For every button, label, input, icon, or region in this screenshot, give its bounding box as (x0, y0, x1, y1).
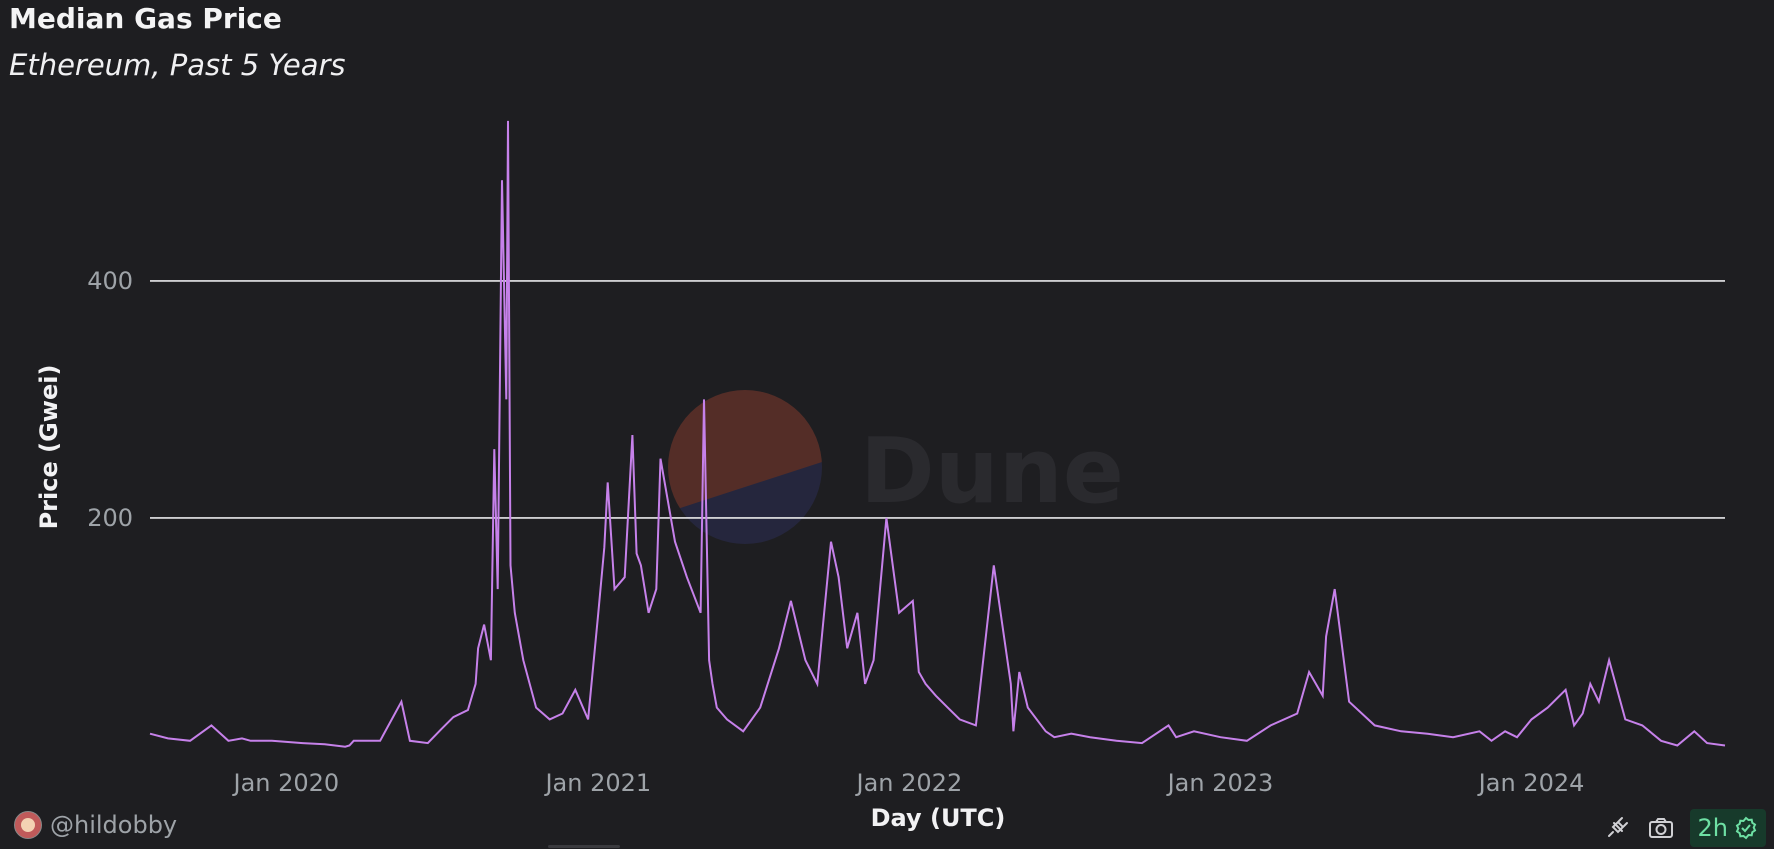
x-tick-label: Jan 2023 (1166, 769, 1274, 797)
dune-watermark: Dune (668, 390, 1124, 544)
x-tick-label: Jan 2024 (1477, 769, 1585, 797)
refresh-badge[interactable]: 2h (1689, 809, 1766, 847)
author-credit[interactable]: @hildobby (14, 811, 177, 839)
watermark-text: Dune (860, 419, 1124, 524)
series-line (149, 120, 1726, 748)
check-shield-icon (1735, 816, 1757, 840)
x-axis-label: Day (UTC) (871, 804, 1006, 832)
author-name: @hildobby (50, 811, 178, 839)
plug-icon[interactable] (1602, 813, 1632, 843)
chart-actions: 2h (1602, 809, 1766, 847)
x-tick-label: Jan 2021 (543, 769, 651, 797)
y-tick-label: 200 (87, 504, 133, 532)
x-tick-label: Jan 2022 (855, 769, 963, 797)
refresh-badge-text: 2h (1697, 814, 1728, 842)
x-tick-label: Jan 2020 (232, 769, 340, 797)
y-axis-label: Price (Gwei) (35, 365, 63, 530)
y-tick-label: 400 (87, 267, 133, 295)
camera-icon[interactable] (1646, 813, 1676, 843)
chart-subtitle: Ethereum, Past 5 Years (9, 48, 346, 82)
author-avatar (14, 811, 42, 839)
scroll-hint (548, 845, 620, 848)
chart-title: Median Gas Price (9, 2, 282, 35)
